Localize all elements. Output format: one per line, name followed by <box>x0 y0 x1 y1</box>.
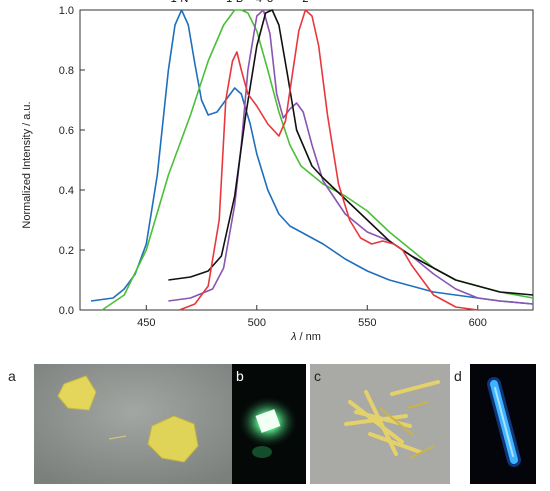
series-label-2: 2 <box>302 0 308 5</box>
panel-a-photo <box>34 364 234 484</box>
x-axis-title: λ / nm <box>290 331 321 343</box>
x-tick-label: 450 <box>137 317 155 329</box>
yellow-needle-crystals-photo-icon <box>310 364 450 484</box>
panel-b-photo <box>232 364 306 484</box>
x-tick-label: 500 <box>248 317 266 329</box>
series-lines <box>90 9 534 311</box>
series-line-1-n <box>90 9 534 305</box>
series-line-3 <box>168 9 534 296</box>
series-labels: 1-N 1-B 43 2 <box>171 0 309 5</box>
panel-a-letter: a <box>8 368 16 384</box>
series-line-2 <box>179 9 478 311</box>
series-label-4: 4 <box>256 0 262 5</box>
blue-glowing-rod-photo-icon <box>470 364 536 484</box>
panel-c-letter: c <box>314 368 321 384</box>
x-tick-label: 550 <box>358 317 376 329</box>
x-axis-unit: / nm <box>300 331 321 343</box>
panel-b-letter: b <box>236 368 244 384</box>
y-tick-label: 0.6 <box>59 125 74 137</box>
axis-ticks: 450 500 550 600 0.0 0.2 0.4 0.6 0.8 1.0 <box>59 5 487 329</box>
y-tick-label: 0.8 <box>59 65 74 77</box>
series-label-1-n: 1-N <box>171 0 189 5</box>
y-tick-label: 0.0 <box>59 305 74 317</box>
series-label-1-b: 1-B <box>226 0 243 5</box>
y-tick-label: 1.0 <box>59 5 74 17</box>
series-line-1-b <box>101 9 534 311</box>
plot-frame <box>79 9 534 311</box>
panel-c-photo <box>310 364 450 484</box>
panel-d-photo <box>470 364 536 484</box>
emission-chart: 450 500 550 600 0.0 0.2 0.4 0.6 0.8 1.0 1-N 1-B 43 2… <box>21 0 534 343</box>
yellow-crystals-photo-icon <box>34 364 234 484</box>
x-tick-label: 600 <box>469 317 487 329</box>
green-glowing-crystal-photo-icon <box>232 364 306 484</box>
y-tick-label: 0.2 <box>59 245 74 257</box>
x-axis-symbol: λ <box>290 331 296 343</box>
y-tick-label: 0.4 <box>59 185 74 197</box>
y-axis-title: Normalized Intensity / a.u. <box>21 101 33 228</box>
series-label-3: 3 <box>267 0 273 5</box>
panel-d-letter: d <box>454 368 462 384</box>
